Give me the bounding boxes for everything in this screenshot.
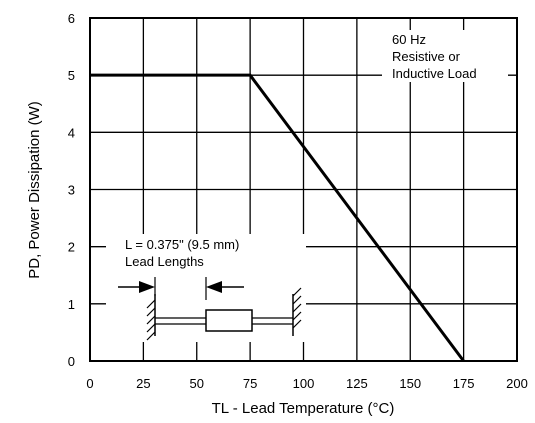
x-tick-label: 150 (399, 376, 421, 391)
x-tick-label: 0 (86, 376, 93, 391)
y-tick-label: 2 (68, 240, 75, 255)
x-axis-label: TL - Lead Temperature (°C) (212, 400, 395, 417)
y-tick-label: 0 (68, 354, 75, 369)
load-note-background (382, 30, 508, 82)
lead-note-line-2: Lead Lengths (125, 254, 204, 269)
y-tick-labels: 0 1 2 3 4 5 6 (68, 11, 75, 369)
y-tick-label: 1 (68, 297, 75, 312)
dimension-arrow-right-head (206, 281, 222, 293)
left-wall-hatching (146, 299, 156, 341)
y-tick-label: 4 (68, 125, 75, 140)
dimension-arrow-left-head (139, 281, 155, 293)
y-tick-label: 3 (68, 183, 75, 198)
x-tick-label: 200 (506, 376, 528, 391)
load-note-line-2: Resistive or (392, 49, 461, 64)
x-tick-label: 175 (453, 376, 475, 391)
right-wall-hatching (292, 287, 302, 329)
x-tick-label: 25 (136, 376, 150, 391)
load-note-line-1: 60 Hz (392, 32, 426, 47)
y-tick-label: 6 (68, 11, 75, 26)
device-leads (155, 317, 293, 325)
derating-curve (90, 73, 465, 362)
load-note-line-3: Inductive Load (392, 66, 477, 81)
lead-length-inset: L = 0.375" (9.5 mm) Lead Lengths (106, 234, 306, 342)
y-axis-label: PD, Power Dissipation (W) (26, 101, 43, 279)
x-tick-labels: 0 25 50 75 100 125 150 175 200 (86, 376, 527, 391)
y-tick-label: 5 (68, 68, 75, 83)
x-tick-label: 50 (190, 376, 204, 391)
lead-note-line-1: L = 0.375" (9.5 mm) (125, 237, 239, 252)
device-body (205, 309, 253, 332)
x-tick-label: 125 (346, 376, 368, 391)
plot-frame (89, 17, 518, 362)
x-tick-label: 75 (243, 376, 257, 391)
x-tick-label: 100 (293, 376, 315, 391)
